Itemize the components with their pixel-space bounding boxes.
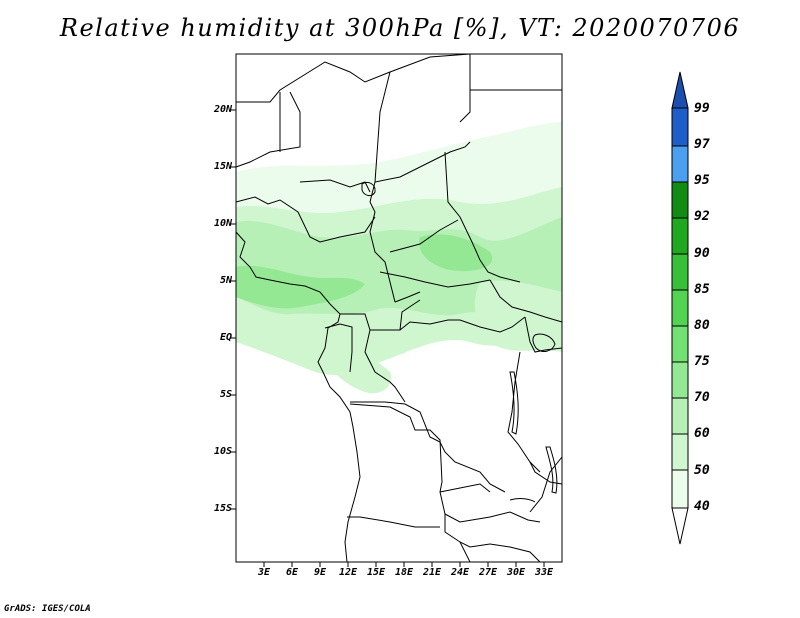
colorbar-bin-50 bbox=[671, 469, 689, 509]
humidity-field bbox=[236, 122, 562, 394]
lon-label-21e: 21E bbox=[422, 567, 442, 578]
colorbar bbox=[670, 70, 690, 554]
colorbar-label-60: 60 bbox=[694, 426, 710, 441]
axis-ticks bbox=[231, 109, 545, 567]
colorbar-bin-90 bbox=[671, 253, 689, 291]
country-borders bbox=[235, 53, 563, 563]
lon-label-27e: 27E bbox=[478, 567, 498, 578]
colorbar-label-70: 70 bbox=[694, 390, 710, 405]
colorbar-label-50: 50 bbox=[694, 463, 710, 478]
colorbar-bin-80 bbox=[671, 325, 689, 363]
colorbar-label-92: 92 bbox=[694, 209, 710, 224]
map-panel bbox=[190, 52, 570, 571]
lat-label-15s: 15S bbox=[213, 503, 232, 514]
lon-label-18e: 18E bbox=[394, 567, 414, 578]
lon-label-6e: 6E bbox=[285, 567, 299, 578]
colorbar-label-85: 85 bbox=[694, 282, 710, 297]
lon-label-9e: 9E bbox=[313, 567, 327, 578]
colorbar-label-99: 99 bbox=[694, 101, 710, 116]
lat-label-eq: EQ bbox=[219, 332, 232, 343]
lake-kariba bbox=[509, 498, 536, 503]
lakes bbox=[361, 181, 558, 503]
lat-label-5s: 5S bbox=[219, 389, 232, 400]
colorbar-label-97: 97 bbox=[694, 137, 710, 152]
colorbar-bin-92 bbox=[671, 217, 689, 255]
lat-label-20n: 20N bbox=[213, 104, 232, 115]
colorbar-bin-75 bbox=[671, 361, 689, 399]
colorbar-bin-99 bbox=[671, 107, 689, 147]
humidity-congo-tail bbox=[320, 351, 391, 394]
grads-credit: GrADS: IGES/COLA bbox=[4, 604, 91, 614]
colorbar-bottom-arrow bbox=[671, 507, 689, 545]
lat-label-5n: 5N bbox=[219, 275, 232, 286]
colorbar-label-90: 90 bbox=[694, 246, 710, 261]
humidity-core-coast bbox=[236, 265, 365, 309]
lake-victoria bbox=[532, 333, 556, 352]
lake-malawi bbox=[545, 446, 558, 494]
colorbar-bin-95 bbox=[671, 181, 689, 219]
lake-chad bbox=[361, 181, 376, 197]
lon-label-30e: 30E bbox=[506, 567, 526, 578]
colorbar-label-75: 75 bbox=[694, 354, 710, 369]
lake-tanganyika bbox=[509, 371, 519, 435]
colorbar-svg bbox=[671, 71, 689, 545]
lon-label-24e: 24E bbox=[450, 567, 470, 578]
lat-label-15n: 15N bbox=[213, 161, 232, 172]
colorbar-bin-70 bbox=[671, 397, 689, 435]
lon-label-12e: 12E bbox=[338, 567, 358, 578]
colorbar-top-arrow bbox=[671, 71, 689, 109]
colorbar-bin-97 bbox=[671, 145, 689, 183]
lat-label-10s: 10S bbox=[213, 446, 232, 457]
lon-label-15e: 15E bbox=[366, 567, 386, 578]
map-frame bbox=[235, 53, 563, 563]
lat-label-10n: 10N bbox=[213, 218, 232, 229]
colorbar-label-95: 95 bbox=[694, 173, 710, 188]
colorbar-label-80: 80 bbox=[694, 318, 710, 333]
colorbar-bin-85 bbox=[671, 289, 689, 327]
humidity-core-east bbox=[419, 234, 493, 272]
lon-label-3e: 3E bbox=[257, 567, 271, 578]
colorbar-bin-60 bbox=[671, 433, 689, 471]
colorbar-label-40: 40 bbox=[694, 499, 710, 514]
lon-label-33e: 33E bbox=[534, 567, 554, 578]
map-title: Relative humidity at 300hPa [%], VT: 202… bbox=[59, 14, 741, 42]
map-svg bbox=[231, 53, 563, 567]
